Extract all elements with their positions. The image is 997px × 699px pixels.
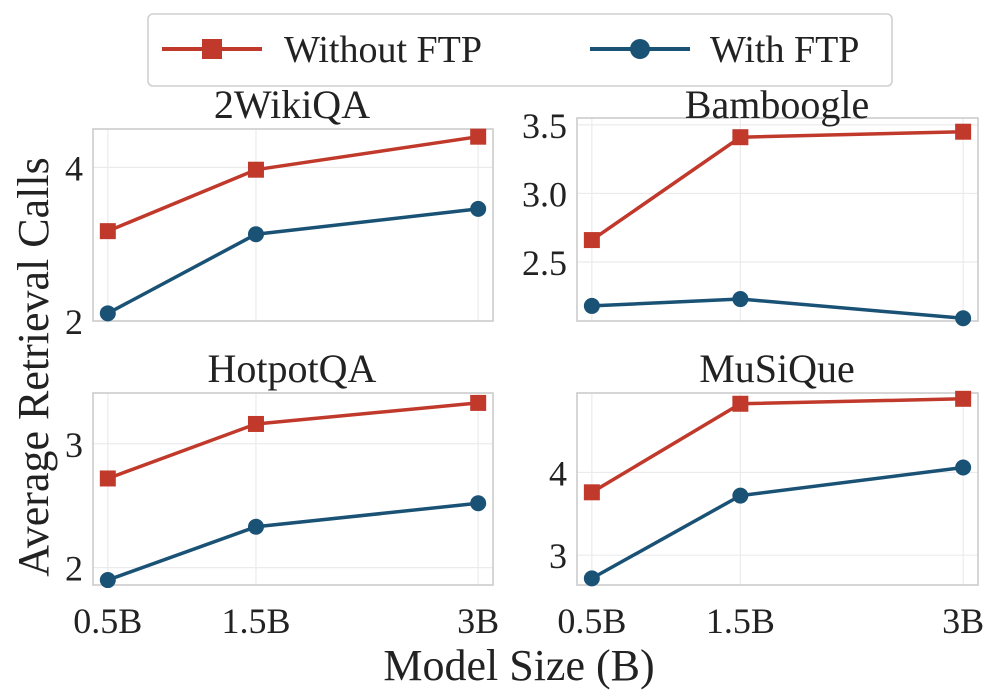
panel-bamboogle: Bamboogle 2.5 3.0 3.5	[522, 82, 979, 327]
panel-hotpotqa: HotpotQA 2 3 0.5B 1.5B 3B	[65, 346, 499, 641]
legend-marker-without-ftp	[202, 39, 222, 59]
series-line-hotpotqa-without-ftp	[107, 401, 479, 481]
panel-2wikiqa: 2WikiQA 2 4	[65, 82, 494, 342]
x-tick-label-hotpotqa-1: 1.5B	[221, 601, 290, 641]
series-line-musique-with-ftp	[591, 465, 964, 580]
data-point-bamboogle-without-ftp-1	[732, 129, 749, 146]
data-point-2wikiqa-with-ftp-2	[470, 200, 487, 217]
y-tick-label-bamboogle-1: 3.0	[522, 174, 567, 214]
series-line-musique-without-ftp	[590, 397, 964, 494]
x-tick-label-hotpotqa-2: 3B	[457, 601, 499, 641]
y-tick-label-musique-1: 4	[549, 453, 567, 493]
plot-frame-musique	[576, 392, 979, 586]
y-tick-label-hotpotqa-0: 2	[65, 549, 83, 589]
plot-frame-2wikiqa	[92, 128, 494, 322]
data-point-bamboogle-with-ftp-2	[955, 310, 972, 327]
data-point-2wikiqa-without-ftp-0	[99, 223, 116, 240]
data-point-2wikiqa-with-ftp-0	[99, 305, 116, 322]
data-point-2wikiqa-without-ftp-1	[247, 161, 264, 178]
legend-marker-with-ftp	[630, 39, 650, 59]
panel-title-musique: MuSiQue	[699, 346, 855, 391]
y-tick-label-bamboogle-2: 3.5	[522, 106, 567, 146]
data-point-hotpotqa-with-ftp-2	[470, 495, 487, 512]
x-tick-label-hotpotqa-0: 0.5B	[73, 601, 142, 641]
data-point-hotpotqa-without-ftp-2	[470, 394, 487, 411]
y-tick-label-2wikiqa-1: 4	[65, 148, 83, 188]
legend-label-with-ftp: With FTP	[710, 29, 859, 71]
legend-label-without-ftp: Without FTP	[284, 29, 482, 71]
data-point-musique-with-ftp-1	[732, 487, 749, 504]
y-axis-title: Average Retrieval Calls	[9, 157, 58, 576]
plot-frame-bamboogle	[576, 117, 979, 322]
data-point-2wikiqa-with-ftp-1	[247, 226, 264, 243]
y-tick-label-hotpotqa-1: 3	[65, 425, 83, 465]
data-point-bamboogle-without-ftp-2	[955, 123, 972, 140]
data-point-hotpotqa-without-ftp-0	[99, 470, 116, 487]
data-point-bamboogle-with-ftp-0	[583, 297, 600, 314]
data-point-musique-without-ftp-2	[955, 390, 972, 407]
panel-title-2wikiqa: 2WikiQA	[214, 82, 370, 127]
legend-frame	[147, 13, 893, 87]
series-line-bamboogle-without-ftp	[590, 129, 964, 242]
plot-frame-hotpotqa	[92, 392, 494, 586]
data-point-hotpotqa-without-ftp-1	[247, 415, 264, 432]
data-point-musique-without-ftp-0	[583, 484, 600, 501]
data-point-musique-without-ftp-1	[732, 395, 749, 412]
x-axis-title: Model Size (B)	[383, 641, 654, 690]
legend: Without FTP With FTP	[147, 13, 893, 87]
data-point-bamboogle-without-ftp-0	[583, 232, 600, 249]
x-tick-label-musique-0: 0.5B	[557, 601, 626, 641]
series-line-hotpotqa-with-ftp	[107, 501, 479, 582]
data-point-2wikiqa-without-ftp-2	[470, 128, 487, 145]
panel-musique: MuSiQue 3 4 0.5B 1.5B 3B	[549, 346, 984, 641]
series-line-2wikiqa-with-ftp	[106, 207, 479, 315]
data-point-hotpotqa-with-ftp-0	[99, 572, 116, 589]
y-tick-label-2wikiqa-0: 2	[65, 302, 83, 342]
panel-title-bamboogle: Bamboogle	[685, 82, 869, 127]
series-line-bamboogle-with-ftp	[591, 297, 964, 321]
y-tick-label-bamboogle-0: 2.5	[522, 243, 567, 283]
x-tick-label-musique-1: 1.5B	[706, 601, 775, 641]
panel-title-hotpotqa: HotpotQA	[208, 346, 377, 391]
y-tick-label-musique-0: 3	[549, 536, 567, 576]
data-point-musique-with-ftp-0	[583, 570, 600, 587]
series-line-2wikiqa-without-ftp	[107, 134, 479, 233]
data-point-musique-with-ftp-2	[955, 459, 972, 476]
x-tick-label-musique-2: 3B	[942, 601, 984, 641]
data-point-hotpotqa-with-ftp-1	[247, 518, 264, 535]
data-point-bamboogle-with-ftp-1	[732, 291, 749, 308]
